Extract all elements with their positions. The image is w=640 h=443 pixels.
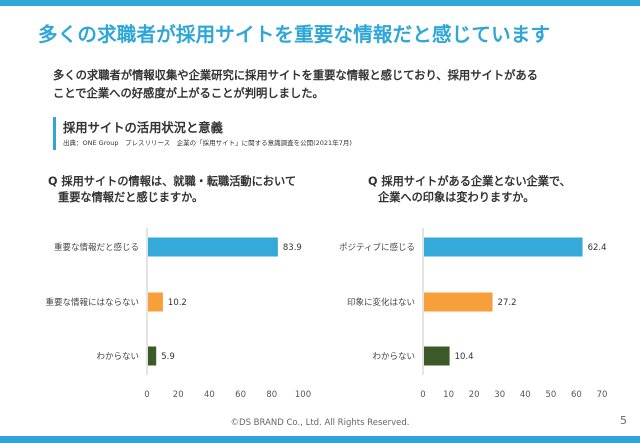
value-label: 10.4: [455, 352, 474, 362]
x-tick-label: 0: [144, 390, 149, 400]
x-tick-label: 30: [494, 390, 505, 400]
question-right: Q 採用サイトがある企業とない企業で、 企業への印象は変わりますか。: [368, 174, 628, 206]
lead-text: 多くの求職者が情報収集や企業研究に採用サイトを重要な情報と感じており、採用サイト…: [53, 67, 613, 103]
bar: [148, 346, 157, 366]
value-label: 62.4: [588, 243, 607, 253]
x-tick-label: 70: [597, 390, 608, 400]
bar: [148, 237, 278, 257]
bar: [148, 292, 163, 312]
x-tick-label: 60: [571, 390, 582, 400]
category-label: 印象に変化はない: [347, 297, 415, 308]
category-label: 重要な情報にはならない: [45, 297, 139, 308]
x-tick-label: 40: [520, 390, 531, 400]
page-title: 多くの求職者が採用サイトを重要な情報だと感じています: [38, 23, 551, 46]
bar: [424, 237, 583, 257]
question-left-line-2: 重要な情報だと感じますか。: [58, 191, 204, 204]
lead-line-1: 多くの求職者が情報収集や企業研究に採用サイトを重要な情報と感じており、採用サイト…: [53, 69, 538, 82]
x-tick-label: 20: [173, 390, 184, 400]
question-left-line-1: Q 採用サイトの情報は、就職・転職活動において: [48, 175, 297, 188]
source-note: 出典：ONE Group プレスリリース 企業の「採用サイト」に関する意識調査を…: [63, 139, 352, 147]
value-label: 83.9: [283, 243, 302, 253]
category-label: ポジティブに感じる: [339, 242, 415, 253]
x-tick-label: 20: [469, 390, 480, 400]
bar: [424, 346, 450, 366]
x-tick-label: 0: [420, 390, 425, 400]
lead-line-2: ことで企業への好感度が上がることが判明しました。: [53, 87, 324, 100]
x-tick-label: 10: [443, 390, 454, 400]
copyright-footer: ©DS BRAND Co., Ltd. All Rights Reserved.: [230, 418, 410, 428]
bar: [424, 292, 493, 312]
question-left: Q 採用サイトの情報は、就職・転職活動において 重要な情報だと感じますか。: [48, 174, 338, 206]
value-label: 10.2: [168, 298, 187, 308]
question-right-line-1: Q 採用サイトがある企業とない企業で、: [368, 175, 571, 188]
source-accent-bar: [53, 117, 56, 150]
top-accent-rule: [0, 0, 640, 6]
value-label: 5.9: [161, 352, 175, 362]
category-label: わからない: [372, 352, 415, 362]
category-label: 重要な情報だと感じる: [54, 242, 139, 253]
x-tick-label: 80: [266, 390, 277, 400]
page-number: 5: [620, 414, 627, 427]
question-right-line-2: 企業への印象は変わりますか。: [378, 191, 535, 204]
x-tick-label: 60: [235, 390, 246, 400]
category-label: わからない: [96, 352, 139, 362]
x-tick-label: 50: [545, 390, 556, 400]
bottom-accent-rule: [0, 436, 640, 443]
source-title: 採用サイトの活用状況と意義: [63, 121, 223, 135]
x-tick-label: 40: [204, 390, 215, 400]
x-tick-label: 100: [295, 390, 311, 400]
value-label: 27.2: [498, 298, 517, 308]
